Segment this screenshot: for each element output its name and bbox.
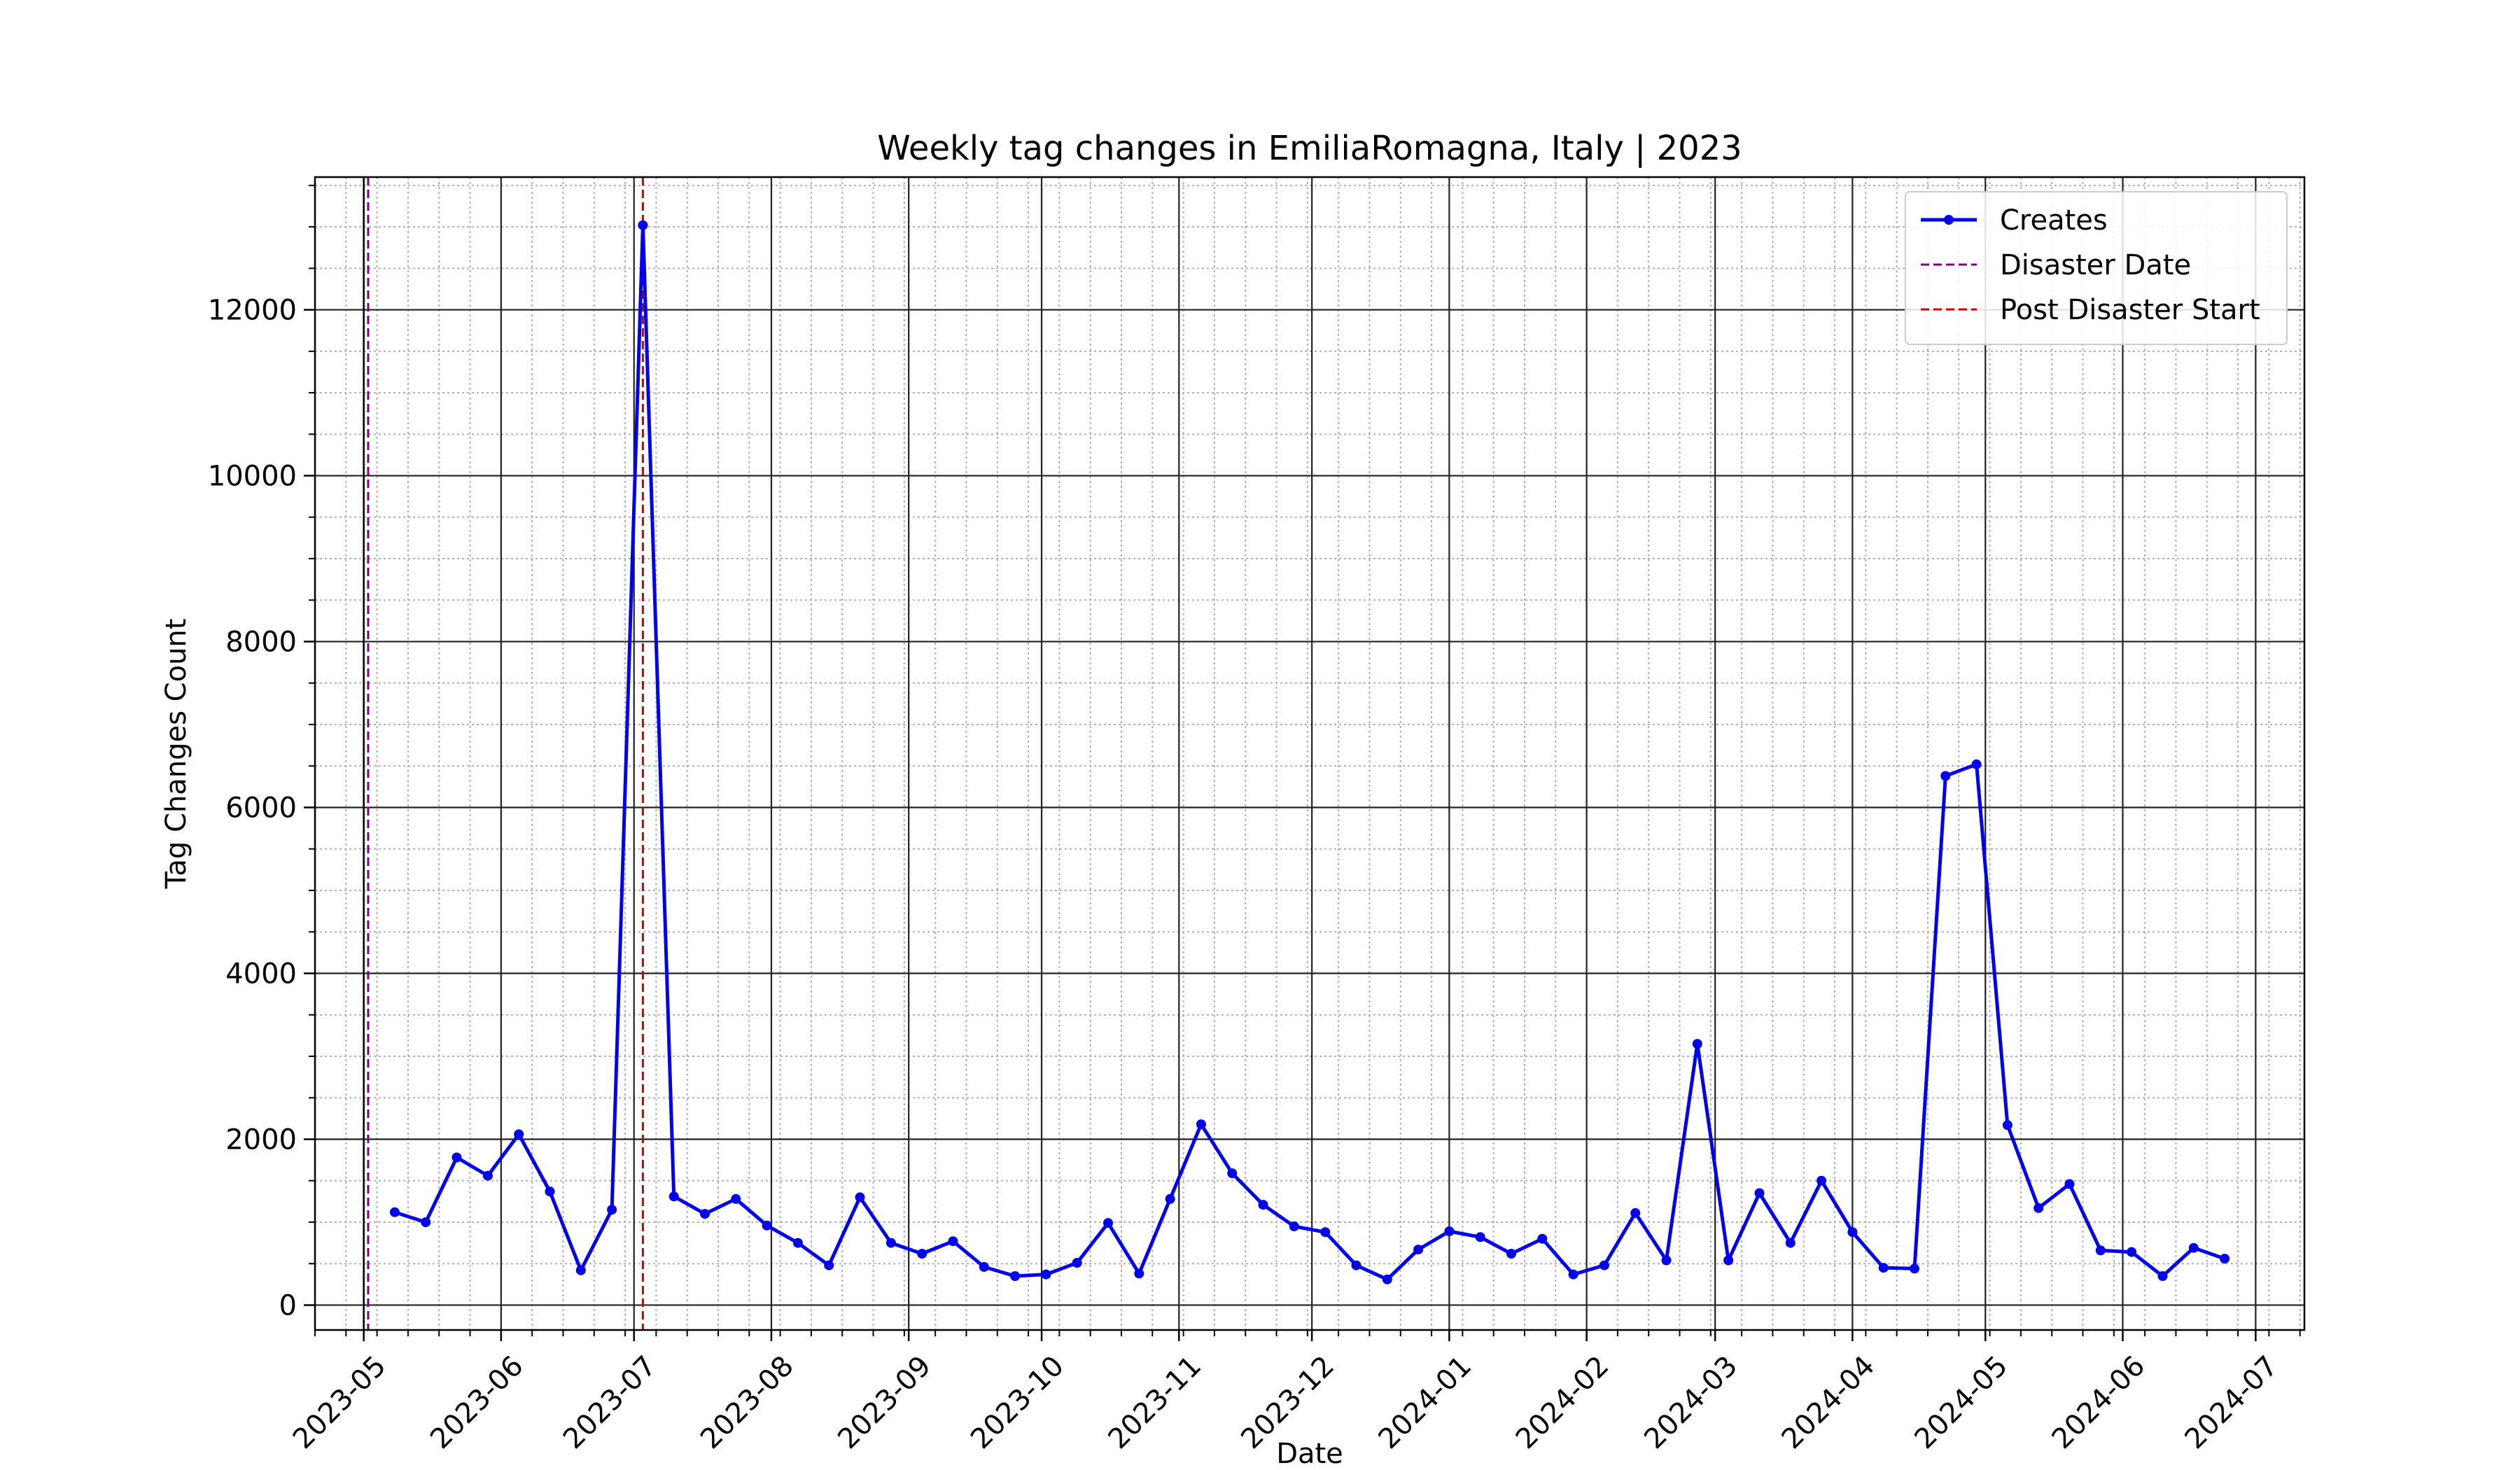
legend: Creates Disaster Date Post Disaster Start: [1905, 191, 2288, 345]
y-tick-label: 4000: [225, 958, 297, 990]
x-axis-label: Date: [1276, 1438, 1343, 1470]
data-point: [1289, 1221, 1299, 1231]
data-point: [1196, 1119, 1206, 1130]
y-tick-label: 6000: [225, 792, 297, 825]
data-point: [389, 1207, 400, 1217]
x-ticks: 2023-05 2023-06 2023-07 2023-08 2023-09 2023-…: [287, 1330, 2301, 1455]
data-point: [1072, 1258, 1082, 1268]
legend-box: [1905, 191, 2288, 345]
data-point: [514, 1129, 524, 1140]
legend-label: Disaster Date: [2000, 249, 2191, 281]
x-tick-label: 2023-11: [1102, 1350, 1208, 1455]
data-point: [482, 1170, 493, 1181]
data-point: [855, 1192, 865, 1203]
data-point: [1599, 1260, 1609, 1270]
x-tick-label: 2024-05: [1908, 1350, 2014, 1455]
data-point: [948, 1236, 958, 1247]
y-tick-label: 8000: [225, 626, 297, 659]
plot-frame: [314, 176, 2306, 1331]
data-point: [1630, 1208, 1641, 1218]
x-tick-label: 2023-05: [287, 1350, 393, 1455]
data-point: [1754, 1188, 1765, 1198]
y-tick-label: 10000: [208, 461, 297, 493]
data-point: [1506, 1249, 1516, 1259]
data-point: [607, 1205, 617, 1215]
data-point: [2033, 1203, 2044, 1213]
data-point: [2157, 1271, 2168, 1281]
data-point: [1320, 1227, 1331, 1238]
data-point: [1785, 1238, 1795, 1248]
x-tick-label: 2024-07: [2179, 1350, 2285, 1455]
data-point: [2095, 1245, 2106, 1256]
x-tick-label: 2024-01: [1373, 1350, 1478, 1455]
data-point: [792, 1238, 803, 1248]
x-tick-label: 2023-08: [694, 1350, 800, 1455]
data-point: [1382, 1274, 1392, 1284]
data-point: [1910, 1264, 1919, 1274]
data-point: [1041, 1269, 1051, 1280]
data-point: [1568, 1269, 1578, 1280]
x-tick-label: 2024-03: [1638, 1350, 1744, 1455]
data-point: [1971, 759, 1982, 769]
data-point: [1940, 771, 1951, 781]
data-point: [451, 1152, 462, 1163]
data-point: [421, 1217, 431, 1227]
x-tick-label: 2023-07: [557, 1350, 663, 1455]
data-point: [2188, 1242, 2199, 1253]
x-tick-label: 2024-04: [1776, 1350, 1882, 1455]
x-tick-label: 2023-09: [832, 1350, 937, 1455]
data-point: [1103, 1218, 1113, 1228]
data-point: [1351, 1260, 1362, 1270]
data-point: [1165, 1194, 1175, 1204]
y-tick-label: 12000: [208, 295, 297, 327]
data-point: [638, 220, 648, 230]
data-point: [824, 1260, 834, 1270]
legend-label: Post Disaster Start: [2000, 294, 2260, 326]
data-point: [1816, 1175, 1827, 1186]
data-point: [1475, 1232, 1485, 1242]
data-point: [2002, 1120, 2012, 1130]
data-point: [545, 1186, 555, 1197]
x-tick-label: 2023-06: [424, 1350, 530, 1455]
data-point: [1723, 1255, 1734, 1266]
data-point: [1258, 1200, 1268, 1210]
y-tick-label: 2000: [225, 1124, 297, 1156]
data-point: [1878, 1263, 1889, 1273]
data-point: [1661, 1255, 1672, 1266]
series-line-creates: [394, 223, 2225, 1282]
data-point: [575, 1265, 586, 1275]
data-point: [1537, 1233, 1548, 1244]
legend-marker-creates: [1944, 215, 1954, 225]
data-point: [700, 1209, 710, 1219]
event-lines: [363, 177, 644, 1330]
data-point: [886, 1238, 896, 1248]
data-point: [1692, 1039, 1702, 1049]
series-layer: [389, 220, 2230, 1284]
y-ticks: 0 2000 4000 6000 8000 10000 12000: [208, 184, 315, 1322]
data-point: [762, 1220, 772, 1231]
data-point: [979, 1261, 989, 1272]
data-point: [2220, 1254, 2230, 1264]
data-point: [1847, 1227, 1858, 1238]
x-tick-label: 2024-06: [2046, 1350, 2152, 1455]
x-tick-label: 2024-02: [1510, 1350, 1616, 1455]
data-point: [731, 1194, 741, 1204]
data-point: [1444, 1226, 1455, 1236]
data-point: [1134, 1268, 1144, 1279]
chart-title: Weekly tag changes in EmiliaRomagna, Ita…: [877, 129, 1742, 168]
legend-label: Creates: [2000, 204, 2108, 237]
y-axis-label: Tag Changes Count: [160, 619, 192, 890]
data-point: [2064, 1179, 2075, 1189]
x-tick-label: 2023-10: [965, 1350, 1070, 1455]
data-point: [1010, 1271, 1021, 1281]
data-point: [917, 1249, 927, 1259]
y-tick-label: 0: [279, 1289, 297, 1322]
data-point: [1227, 1168, 1238, 1179]
data-point: [1413, 1245, 1424, 1255]
data-point: [668, 1191, 679, 1202]
data-point: [2127, 1247, 2137, 1257]
